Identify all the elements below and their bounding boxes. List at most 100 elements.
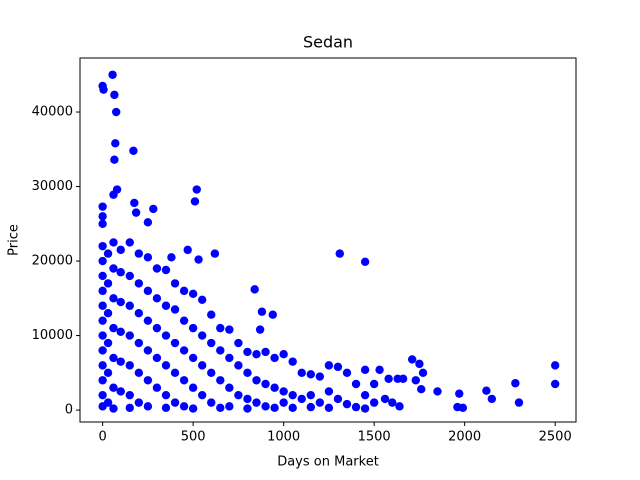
scatter-point [388, 398, 397, 407]
scatter-point [152, 294, 162, 303]
scatter-point [108, 70, 117, 79]
scatter-point [417, 385, 426, 394]
scatter-point [315, 372, 325, 381]
scatter-point [415, 359, 424, 369]
scatter-point [125, 301, 134, 310]
scatter-point [134, 279, 144, 288]
scatter-point [360, 257, 370, 266]
scatter-point [487, 394, 497, 404]
scatter-point [161, 390, 171, 400]
scatter-point [324, 403, 334, 413]
scatter-point [243, 394, 252, 404]
scatter-point [98, 241, 107, 251]
scatter-point [261, 379, 270, 389]
scatter-point [109, 323, 118, 333]
scatter-point [109, 353, 118, 363]
scatter-point [324, 387, 334, 396]
scatter-point [109, 294, 118, 303]
scatter-point [207, 398, 216, 407]
scatter-point [395, 402, 404, 411]
scatter-point [268, 310, 277, 319]
scatter-point [103, 309, 113, 318]
scatter-point [297, 368, 306, 378]
x-tick-label: 1000 [267, 430, 300, 445]
scatter-point [360, 404, 370, 413]
x-tick-label: 2000 [448, 430, 481, 445]
scatter-point [152, 383, 162, 392]
scatter-point [216, 323, 225, 333]
scatter-point [170, 305, 180, 314]
scatter-point [270, 403, 279, 413]
scatter-point [143, 286, 153, 296]
plot-area [98, 70, 560, 413]
y-axis-label: Price [7, 224, 22, 256]
scatter-point [288, 403, 297, 413]
scatter-point [279, 349, 288, 359]
scatter-point [418, 368, 428, 378]
scatter-point [216, 403, 225, 413]
scatter-point [134, 309, 144, 318]
scatter-point [161, 361, 171, 370]
scatter-point [333, 362, 343, 372]
scatter-point [194, 255, 203, 264]
scatter-point [207, 310, 216, 319]
scatter-point [243, 404, 252, 413]
scatter-point [243, 368, 252, 378]
x-tick-label: 1500 [358, 430, 391, 445]
axes-frame [79, 57, 577, 423]
scatter-point [188, 383, 198, 392]
scatter-point [270, 383, 279, 392]
scatter-point [116, 387, 125, 396]
scatter-point [143, 402, 153, 411]
scatter-point [98, 219, 107, 228]
scatter-point [170, 398, 180, 407]
scatter-point [306, 390, 316, 400]
scatter-point [279, 387, 288, 396]
scatter-point [183, 245, 192, 255]
x-axis-label: Days on Market [277, 455, 379, 470]
scatter-point [161, 265, 171, 275]
scatter-point [170, 338, 180, 348]
scatter-point [216, 376, 225, 385]
scatter-point [125, 403, 134, 413]
scatter-point [109, 190, 118, 199]
scatter-point [333, 394, 343, 404]
scatter-point [511, 379, 520, 388]
scatter-point [103, 279, 113, 288]
scatter-point [384, 374, 393, 383]
scatter-point [207, 368, 216, 378]
scatter-point [116, 357, 125, 366]
scatter-point [116, 327, 125, 337]
scatter-point [98, 301, 107, 310]
scatter-point [112, 107, 121, 117]
scatter-point [252, 376, 261, 385]
scatter-point [190, 197, 200, 206]
scatter-point [110, 155, 119, 164]
scatter-point [98, 361, 107, 370]
scatter-point [252, 349, 261, 359]
y-tick-label: 20000 [32, 254, 73, 269]
scatter-point [99, 85, 108, 94]
scatter-point [103, 398, 113, 407]
scatter-point [161, 331, 171, 340]
scatter-point [125, 331, 134, 340]
scatter-point [103, 249, 113, 258]
scatter-point [188, 404, 198, 413]
scatter-point [109, 383, 118, 392]
scatter-point [197, 331, 207, 340]
scatter-point [257, 307, 267, 316]
scatter-point [433, 387, 442, 396]
scatter-point [143, 253, 153, 262]
scatter-point [134, 249, 144, 258]
scatter-point [234, 338, 243, 348]
scatter-point [550, 379, 560, 389]
y-tick-label: 40000 [32, 105, 73, 120]
scatter-point [152, 264, 162, 273]
scatter-point [98, 202, 107, 211]
scatter-point [143, 376, 153, 385]
y-tick-label: 0 [65, 403, 73, 418]
scatter-point [111, 139, 120, 148]
scatter-point [134, 368, 144, 378]
scatter-point [252, 398, 261, 407]
scatter-point [152, 323, 162, 333]
